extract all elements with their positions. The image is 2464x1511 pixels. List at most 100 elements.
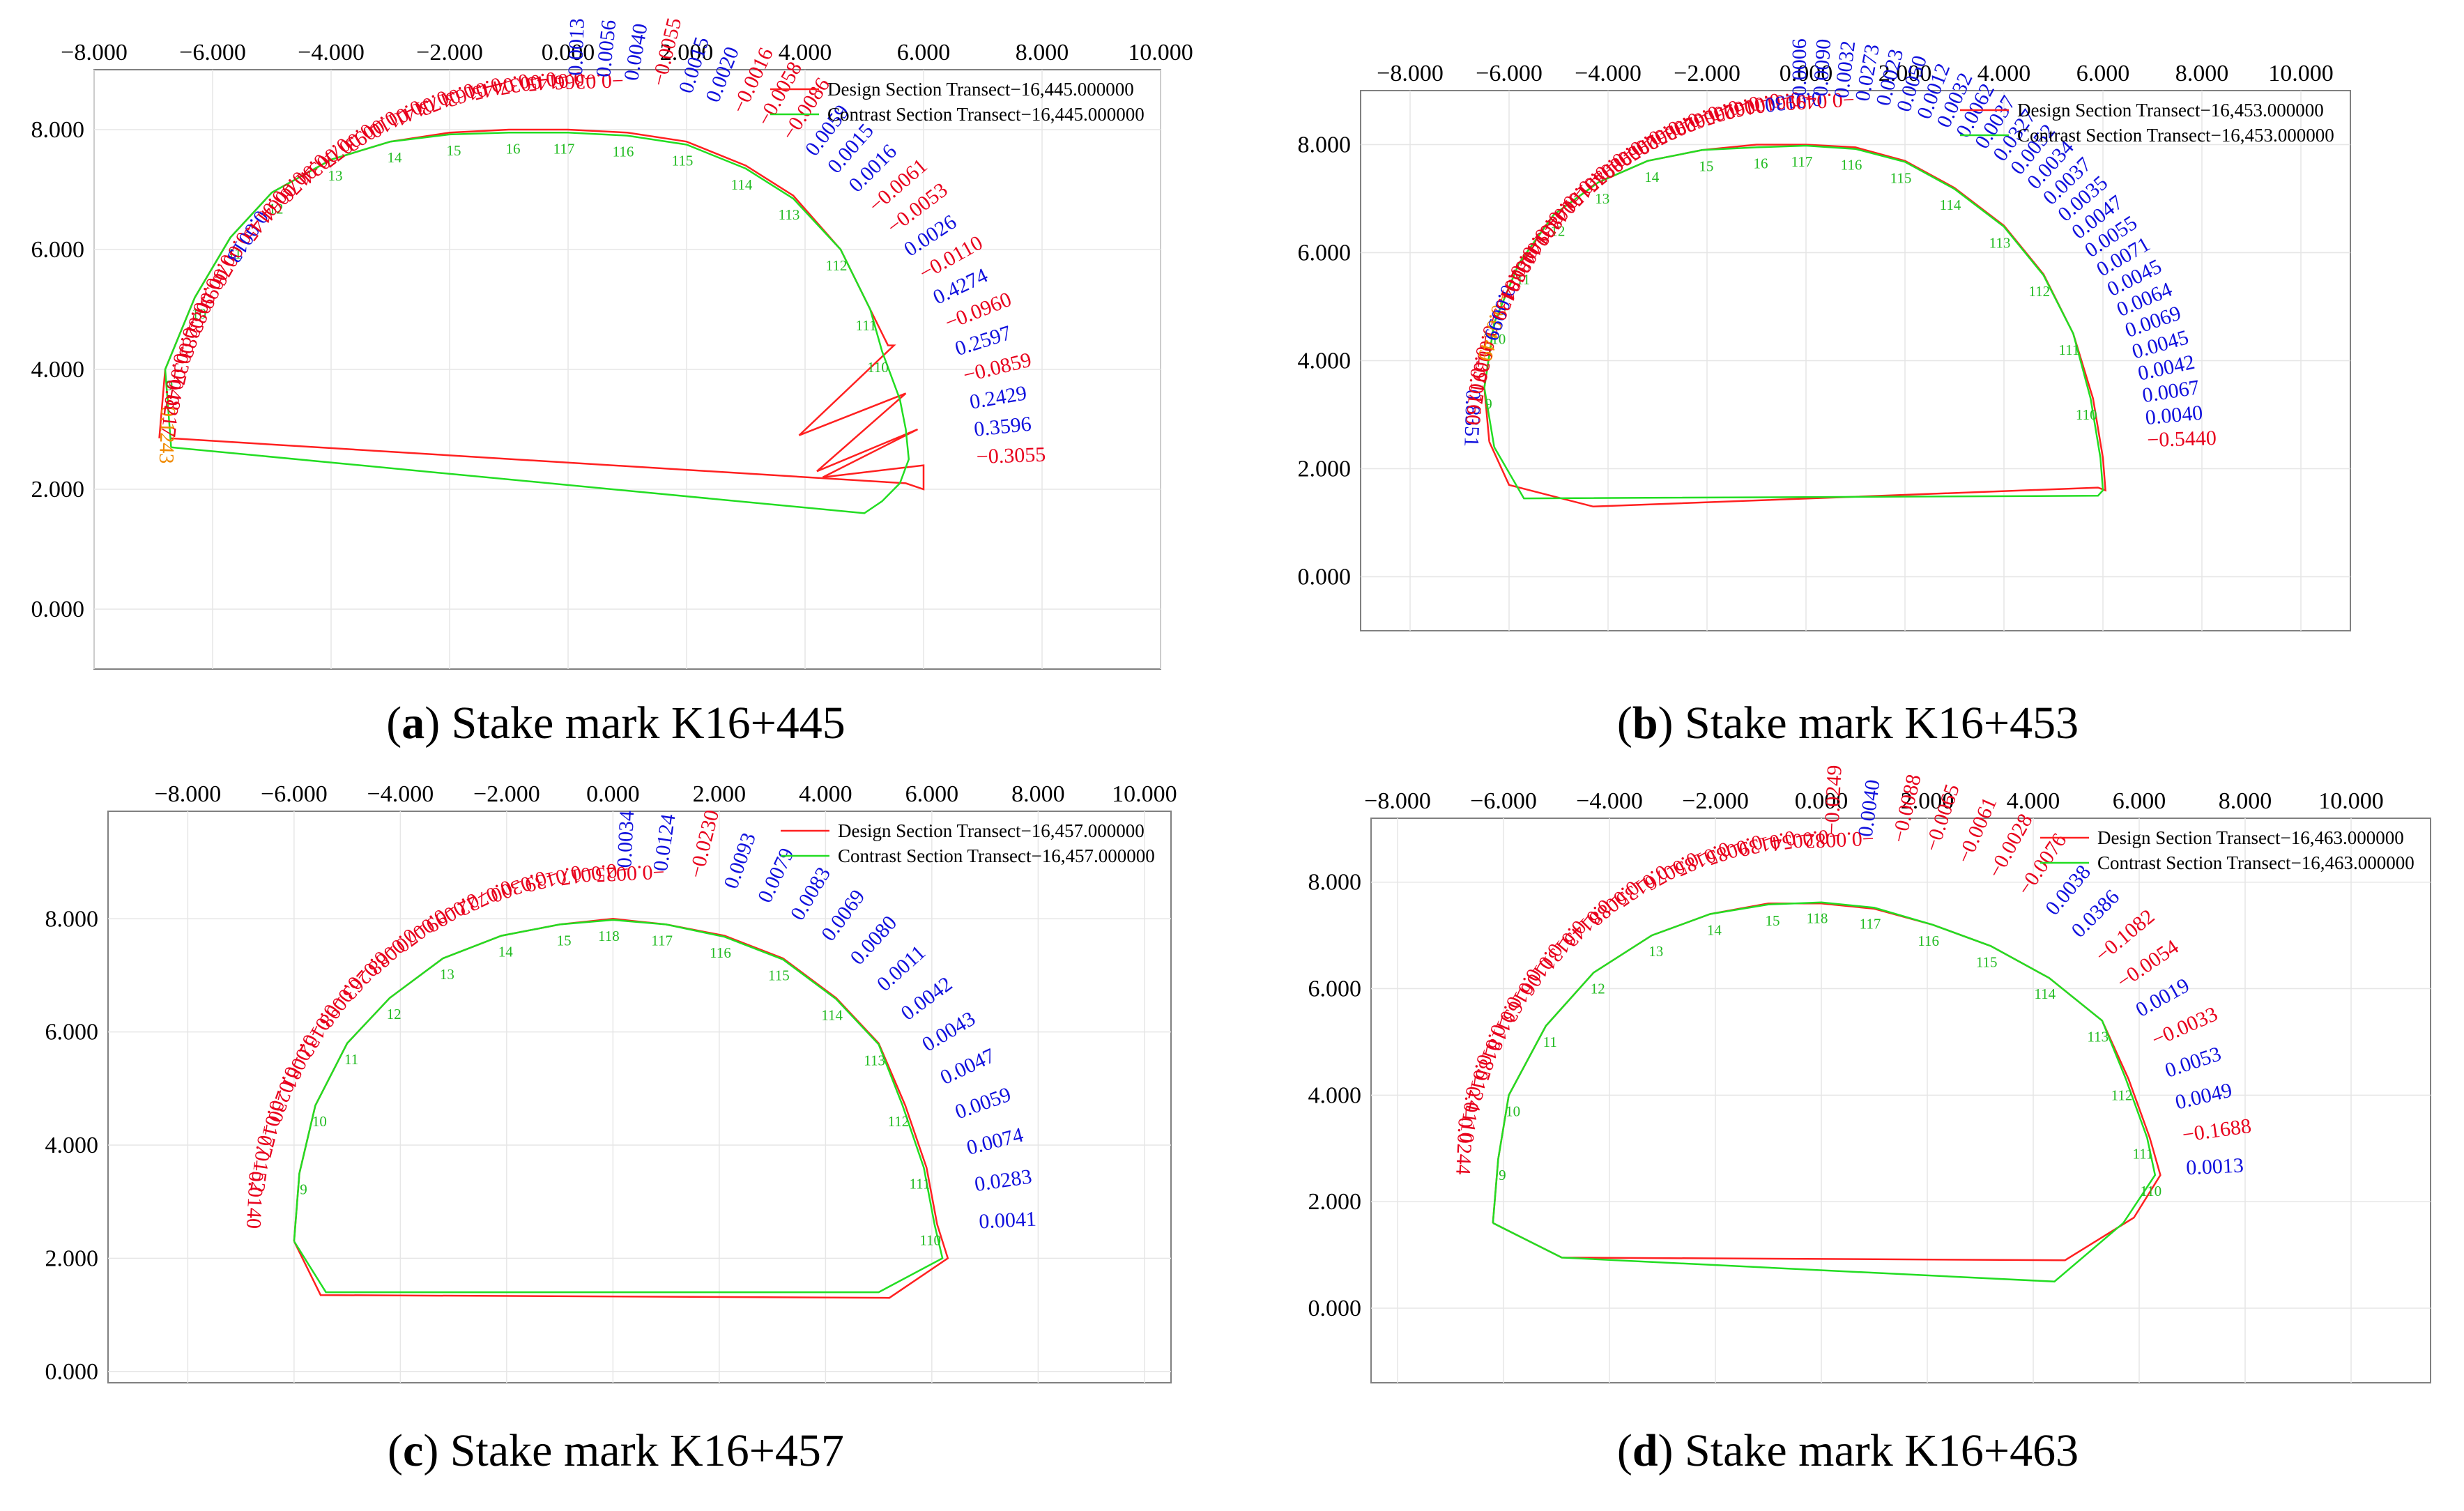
x-tick-label: −8.000: [61, 40, 128, 66]
y-tick-label: 2.000: [1298, 457, 1352, 482]
point-number: 116: [613, 144, 634, 160]
deviation-label: −0.0140: [242, 1159, 268, 1229]
chart-b: −8.000 −6.000 −4.000 −2.000 0.000 2.000 4.000 6…: [1298, 38, 2351, 631]
y-tick-label: 0.000: [1298, 565, 1352, 590]
point-number: 15: [557, 932, 572, 949]
x-tick-label: 0.000: [586, 781, 640, 807]
point-number: 111: [2058, 342, 2079, 358]
y-tick-label: 6.000: [1308, 976, 1362, 1002]
point-number: 9: [300, 1181, 307, 1198]
point-number: 11: [227, 245, 241, 262]
x-tick-label: 0.000: [1795, 788, 1849, 814]
x-tick-label: 8.000: [1016, 40, 1069, 66]
y-tick-label: 2.000: [1308, 1189, 1362, 1215]
x-tick-label: −8.000: [1364, 788, 1431, 814]
chart-d: −8.000 −6.000 −4.000 −2.000 0.000 2.000 4.000 6…: [1308, 765, 2431, 1383]
x-tick-label: −2.000: [473, 781, 540, 807]
x-tick-label: −6.000: [179, 40, 246, 66]
x-tick-label: −4.000: [1576, 788, 1643, 814]
deviation-label: 0.0034: [613, 810, 638, 868]
point-number: 16: [1754, 155, 1768, 171]
x-tick-label: −4.000: [298, 40, 365, 66]
caption-b: (b) Stake mark K16+453: [1616, 698, 2079, 749]
y-tick-label: 6.000: [31, 237, 85, 263]
x-tick-label: −2.000: [1682, 788, 1749, 814]
point-number: 15: [1699, 158, 1713, 174]
point-number: 113: [1989, 234, 2011, 251]
point-number: 114: [821, 1007, 843, 1024]
point-number: 11: [344, 1051, 358, 1068]
y-tick-label: 8.000: [31, 117, 85, 143]
y-tick-label: 0.000: [45, 1359, 99, 1385]
caption-a: (a) Stake mark K16+445: [386, 698, 845, 749]
point-number: 14: [1644, 169, 1660, 185]
panel-d: −8.000 −6.000 −4.000 −2.000 0.000 2.000 4.000 6…: [1232, 756, 2464, 1511]
y-tick-label: 2.000: [31, 477, 85, 503]
point-number: 114: [731, 176, 753, 193]
deviation-label: −0.1243: [155, 394, 180, 464]
point-number: 118: [1807, 910, 1828, 927]
point-number: 114: [1940, 197, 1961, 213]
x-tick-label: −6.000: [261, 781, 328, 807]
point-number: 115: [1890, 169, 1912, 186]
point-number: 13: [328, 167, 343, 184]
deviation-label: 0.8351: [1460, 389, 1485, 447]
y-tick-label: 4.000: [31, 357, 85, 383]
point-number: 9: [1499, 1167, 1506, 1183]
deviation-label: 0.0006: [1788, 38, 1811, 96]
caption-letter-a: a: [401, 698, 425, 749]
panel-b: −8.000 −6.000 −4.000 −2.000 0.000 2.000 4.000 6…: [1232, 0, 2464, 756]
x-tick-label: −2.000: [416, 40, 483, 66]
y-tick-label: 6.000: [45, 1020, 99, 1045]
point-number: 10: [192, 305, 206, 322]
x-tick-label: 10.000: [1128, 40, 1193, 66]
point-number: 14: [498, 944, 514, 960]
point-number: 11: [1516, 271, 1530, 288]
x-tick-label: 0.000: [1780, 61, 1833, 86]
legend-contrast-label: Contrast Section Transect−16,463.000000: [2097, 852, 2415, 873]
point-number: 12: [1550, 222, 1565, 239]
panel-a: −8.000 −6.000 −4.000 −2.000 0.000 2.000 4.000 6…: [0, 0, 1232, 756]
y-tick-label: 8.000: [45, 906, 99, 932]
point-number: 111: [2132, 1145, 2153, 1162]
deviation-label: −0.0499: [1784, 88, 1855, 115]
x-tick-label: −6.000: [1470, 788, 1537, 814]
x-tick-label: 0.000: [542, 40, 595, 66]
caption-c: (c) Stake mark K16+457: [388, 1425, 844, 1476]
point-number: 12: [387, 1006, 401, 1022]
caption-d: (d) Stake mark K16+463: [1616, 1425, 2079, 1476]
x-tick-label: −4.000: [367, 781, 434, 807]
y-tick-label: 4.000: [45, 1133, 99, 1158]
x-tick-label: −6.000: [1476, 61, 1543, 86]
y-tick-label: 6.000: [1298, 240, 1352, 266]
deviation-label: −0.5440: [2147, 427, 2217, 452]
x-tick-label: −4.000: [1575, 61, 1642, 86]
point-number: 110: [867, 359, 889, 376]
caption-letter-d: d: [1632, 1425, 1658, 1476]
x-tick-label: −2.000: [1674, 61, 1740, 86]
deviation-label: −0.0366: [554, 68, 625, 93]
point-number: 117: [553, 140, 575, 157]
deviation-label: −0.0244: [1451, 1105, 1477, 1176]
x-tick-label: −8.000: [1377, 61, 1444, 86]
plot-frame: [1370, 818, 2431, 1383]
x-tick-label: 2.000: [1901, 788, 1954, 814]
deviation-label: 0.0013: [564, 18, 589, 77]
x-tick-label: 6.000: [2076, 61, 2130, 86]
legend-design-label: Design Section Transect−16,453.000000: [2017, 100, 2324, 121]
point-number: 115: [768, 967, 790, 984]
point-number: 111: [909, 1175, 930, 1192]
caption-letter-c: c: [403, 1425, 424, 1476]
point-number: 112: [888, 1113, 910, 1130]
legend-design-label: Design Section Transect−16,463.000000: [2097, 827, 2404, 848]
point-number: 110: [2076, 406, 2097, 423]
deviation-label: −0.0082: [1804, 827, 1874, 852]
point-number: 15: [447, 142, 461, 159]
point-number: 112: [2028, 283, 2050, 300]
deviation-label: 0.0041: [979, 1208, 1037, 1234]
point-number: 12: [269, 200, 284, 217]
legend-contrast-label: Contrast Section Transect−16,445.000000: [827, 104, 1145, 125]
x-tick-label: 10.000: [1112, 781, 1177, 807]
x-tick-label: 10.000: [2318, 788, 2384, 814]
point-number: 117: [1791, 153, 1813, 170]
